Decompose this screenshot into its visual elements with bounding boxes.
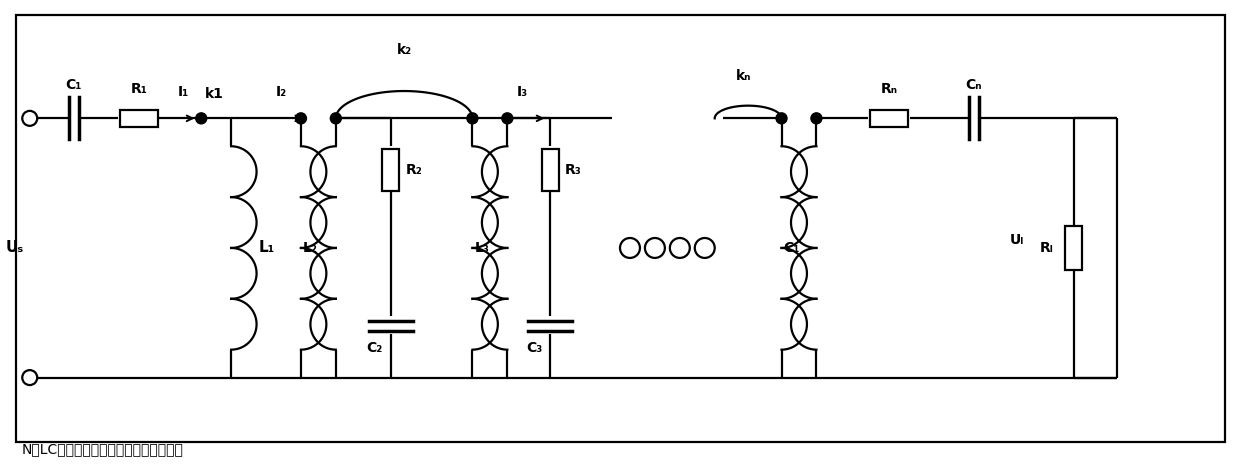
Text: C₂: C₂ [367,341,383,355]
Text: Uₛ: Uₛ [6,240,24,255]
Text: R₂: R₂ [405,163,422,177]
Text: L₁: L₁ [259,240,275,255]
Text: I₃: I₃ [517,86,528,99]
Circle shape [670,238,690,258]
Bar [382,149,399,191]
Text: L₃: L₃ [475,241,489,255]
Circle shape [646,238,665,258]
Text: I₁: I₁ [177,86,188,99]
Circle shape [620,238,639,258]
Circle shape [502,113,513,124]
Text: Cₙ: Cₙ [965,79,983,92]
Circle shape [776,113,787,124]
Text: R₁: R₁ [131,82,147,96]
Circle shape [295,113,306,124]
Text: Rₗ: Rₗ [1040,241,1053,255]
Bar [1066,226,1082,270]
Bar [541,149,559,191]
Circle shape [695,238,715,258]
Text: C₁: C₁ [66,79,82,92]
Circle shape [331,113,341,124]
Circle shape [812,113,821,124]
Circle shape [22,370,37,385]
Bar [120,110,159,127]
Text: L₂: L₂ [302,241,318,255]
Text: C₃: C₃ [527,341,543,355]
Circle shape [22,111,37,126]
Text: k1: k1 [206,88,224,101]
Circle shape [467,113,478,124]
Text: Rₙ: Rₙ [881,82,898,96]
Text: N级LC谐振线圈电容串联补偿结构示意图: N级LC谐振线圈电容串联补偿结构示意图 [22,442,183,456]
Bar [870,110,908,127]
Text: kₙ: kₙ [736,69,751,83]
Text: R₃: R₃ [565,163,582,177]
Text: I₂: I₂ [275,86,286,99]
Circle shape [196,113,207,124]
Text: C₁: C₁ [783,241,800,255]
Text: k₂: k₂ [396,43,411,57]
Text: Uₗ: Uₗ [1010,233,1023,247]
